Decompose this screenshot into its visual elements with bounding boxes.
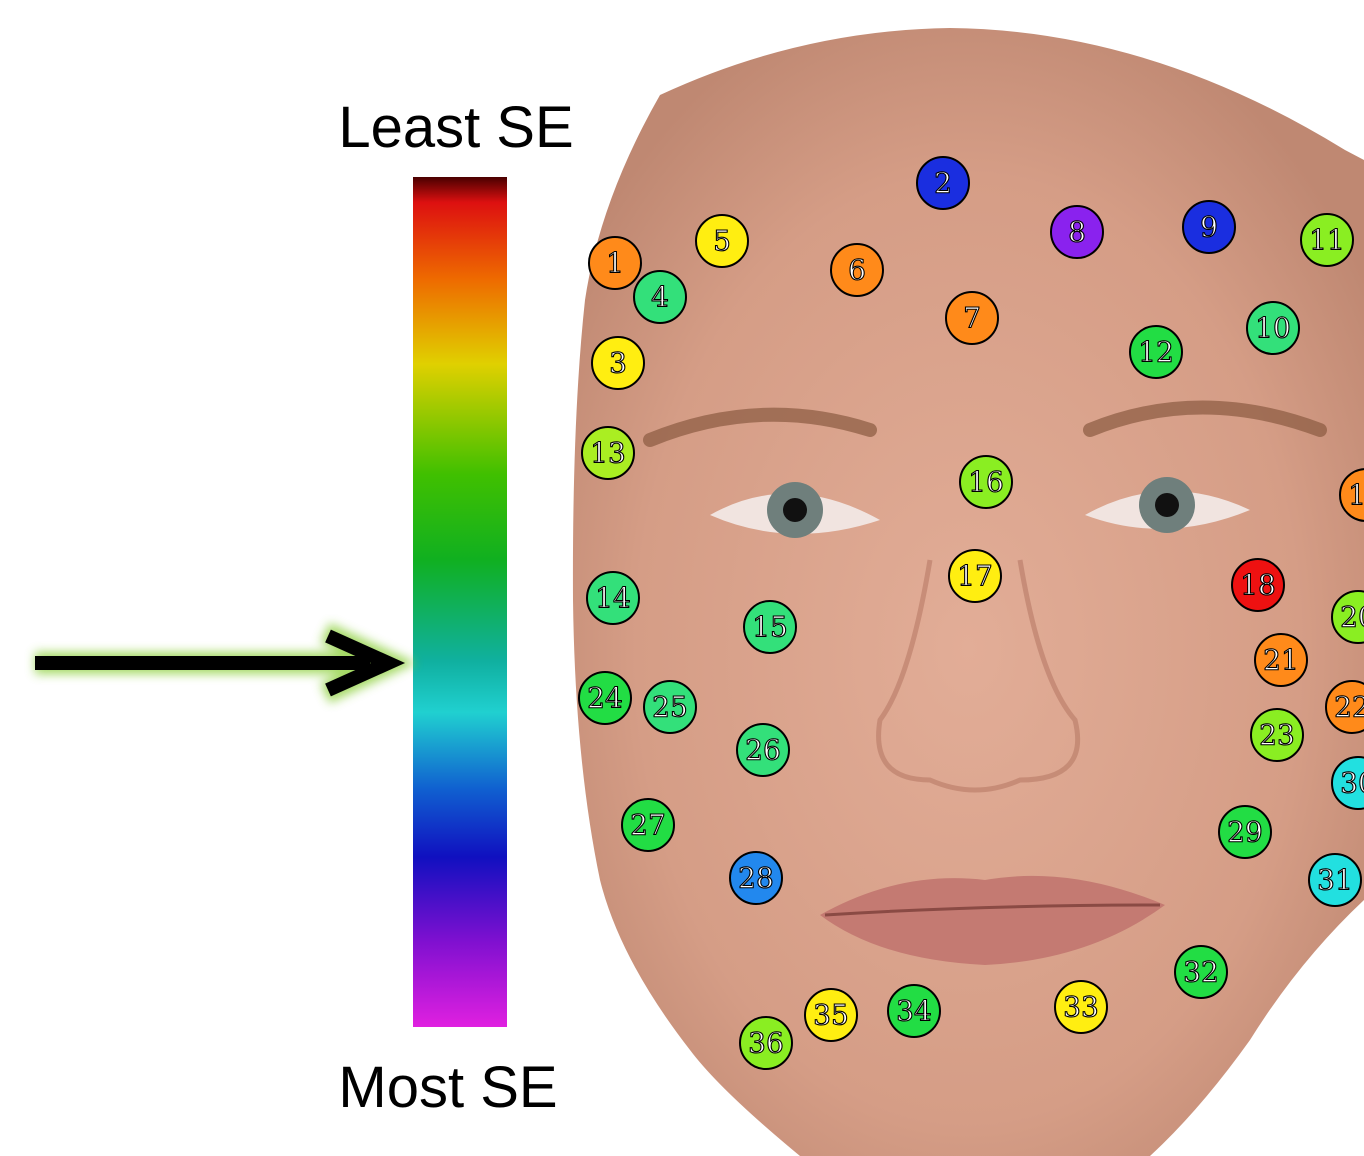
marker: 32 [1175,946,1227,998]
marker-label: 29 [1227,816,1263,849]
marker: 27 [622,799,674,851]
marker-label: 15 [752,611,788,644]
marker-label: 8 [1068,216,1086,249]
marker-label: 10 [1255,312,1291,345]
marker-label: 17 [957,560,993,593]
marker: 5 [696,215,748,267]
marker-label: 2 [934,167,952,200]
marker: 14 [587,572,639,624]
marker-label: 18 [1240,569,1276,602]
marker: 18 [1232,559,1284,611]
marker-label: 5 [713,225,731,258]
marker: 36 [740,1017,792,1069]
marker: 25 [644,681,696,733]
marker: 6 [831,244,883,296]
marker-label: 27 [630,809,666,842]
marker-label: 31 [1317,864,1353,897]
marker-label: 19 [1348,479,1364,512]
marker: 7 [946,292,998,344]
marker: 2 [917,157,969,209]
marker-label: 6 [848,254,866,287]
marker-label: 33 [1063,991,1099,1024]
marker-label: 16 [968,466,1004,499]
marker-label: 24 [587,682,623,715]
marker: 24 [579,672,631,724]
marker-label: 4 [651,281,669,314]
marker: 35 [805,989,857,1041]
marker-label: 11 [1309,224,1345,257]
scale-bottom-label: Most SE [338,1055,557,1120]
marker-label: 36 [748,1027,784,1060]
figure: Least SE Most SE 12345678910111213141516… [0,0,1364,1156]
marker-label: 22 [1334,691,1364,724]
marker: 17 [949,550,1001,602]
marker: 33 [1055,981,1107,1033]
marker: 15 [744,601,796,653]
marker-label: 20 [1340,601,1364,634]
marker: 21 [1255,634,1307,686]
marker-label: 25 [652,691,688,724]
marker: 11 [1301,214,1353,266]
marker-label: 30 [1340,767,1364,800]
marker: 3 [592,337,644,389]
scale-top-label: Least SE [338,95,573,160]
marker-label: 14 [595,582,631,615]
marker-label: 28 [738,862,774,895]
marker: 34 [888,985,940,1037]
marker-label: 13 [590,437,626,470]
marker-label: 9 [1200,211,1218,244]
marker-label: 35 [813,999,849,1032]
marker-label: 26 [745,734,781,767]
marker: 16 [960,456,1012,508]
marker: 4 [634,271,686,323]
marker: 31 [1309,854,1361,906]
marker-label: 21 [1263,644,1299,677]
marker: 29 [1219,806,1271,858]
marker: 28 [730,852,782,904]
marker: 8 [1051,206,1103,258]
marker: 12 [1130,326,1182,378]
marker-label: 23 [1259,719,1295,752]
page: Least SE Most SE 12345678910111213141516… [0,0,1364,1156]
marker: 9 [1183,201,1235,253]
marker: 13 [582,427,634,479]
marker: 26 [737,724,789,776]
marker-label: 12 [1138,336,1174,369]
marker-label: 34 [896,995,932,1028]
marker-label: 1 [606,247,624,280]
marker-label: 3 [609,347,627,380]
marker: 1 [589,237,641,289]
marker: 10 [1247,302,1299,354]
color-scale [413,177,507,1027]
marker-label: 32 [1183,956,1219,989]
marker-label: 7 [963,302,981,335]
marker: 23 [1251,709,1303,761]
